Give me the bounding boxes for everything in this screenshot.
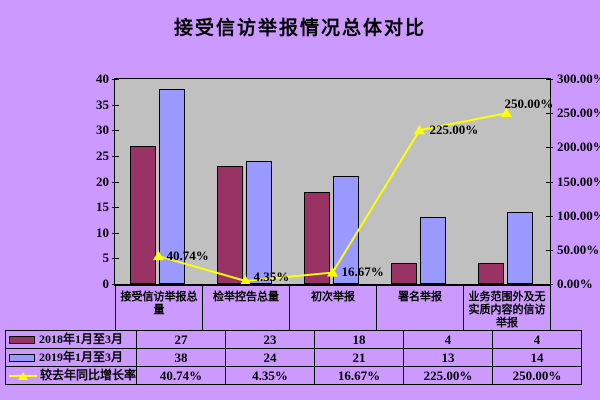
y-axis-left-tick-label: 10 — [96, 224, 109, 240]
category-label-4: 业务范围外及无实质内容的信访举报 — [464, 286, 551, 330]
legend-data-table: 2018年1月至3月 27 23 18 4 4 2019年1月至3月 38 24 21 13 14 较去… — [4, 330, 583, 385]
table-value-cell-r1-c3: 13 — [403, 348, 494, 367]
y-axis-right-tick-mark — [546, 79, 553, 80]
legend-label-cell: 2018年1月至3月 — [4, 330, 138, 349]
table-value-cell-r0-c1: 23 — [225, 330, 316, 349]
category-label-0: 接受信访举报总量 — [116, 286, 203, 330]
y-axis-right-tick-mark — [546, 113, 553, 115]
series-name-label: 较去年同比增长率 — [40, 368, 137, 382]
series-name-label: 2019年1月至3月 — [39, 350, 124, 364]
series-name-label: 2018年1月至3月 — [39, 332, 124, 346]
bar-2018-4 — [478, 263, 504, 284]
table-value-cell-r2-c1: 4.35% — [225, 366, 316, 385]
table-value-cell-r0-c2: 18 — [314, 330, 405, 349]
y-axis-right-tick-mark — [546, 215, 553, 217]
y-axis-left-tick-mark — [112, 130, 119, 132]
y-axis-right-tick-label: 200.00% — [557, 139, 600, 155]
legend-label-cell: 2019年1月至3月 — [4, 348, 138, 367]
bar-2019-4 — [507, 212, 533, 284]
category-label-2: 初次举报 — [290, 286, 377, 330]
y-axis-left-tick-mark — [112, 79, 119, 80]
legend-label-cell: 较去年同比增长率 — [4, 366, 138, 385]
y-axis-right-tick-label: 300.00% — [557, 71, 600, 86]
table-value-cell-r1-c1: 24 — [225, 348, 316, 367]
table-value-cell-r2-c0: 40.74% — [136, 366, 227, 385]
category-label-3: 署名举报 — [377, 286, 464, 330]
y-axis-right-tick-mark — [546, 147, 553, 149]
y-axis-right-tick-label: 150.00% — [557, 173, 600, 189]
y-axis-left-tick-label: 0 — [102, 276, 110, 291]
growth-marker-4 — [501, 107, 512, 118]
table-value-cell-r2-c4: 250.00% — [492, 366, 583, 385]
y-axis-right-tick-label: 250.00% — [557, 105, 600, 121]
growth-data-label-3: 225.00% — [429, 122, 479, 138]
growth-marker-2 — [327, 267, 338, 277]
bar-2019-3 — [420, 217, 446, 284]
bar-2018-3 — [391, 263, 417, 284]
growth-data-label-2: 16.67% — [341, 263, 384, 279]
y-axis-left-tick-label: 15 — [96, 199, 109, 215]
growth-data-label-4: 250.00% — [504, 96, 554, 112]
table-value-cell-r0-c0: 27 — [136, 330, 227, 349]
growth-marker-1 — [240, 275, 251, 286]
bar-2018-1 — [217, 166, 243, 284]
growth-marker-0 — [153, 250, 164, 261]
table-value-cell-r0-c3: 4 — [403, 330, 494, 349]
growth-line — [158, 112, 507, 283]
y-axis-left-tick-label: 25 — [96, 147, 109, 163]
y-axis-right-tick-label: 0.00% — [557, 276, 593, 291]
line-growth-swatch — [9, 371, 37, 381]
plot-area: 40.74% 4.35% 16.67% 225.00% 250.00% — [115, 79, 553, 286]
growth-marker-3 — [414, 124, 425, 135]
bar-2018-swatch — [9, 336, 35, 345]
line-swatch-triangle — [18, 372, 28, 381]
table-value-cell-r1-c2: 21 — [314, 348, 405, 367]
bar-2019-1 — [246, 161, 272, 284]
bar-2018-0 — [130, 146, 156, 284]
table-row: 较去年同比增长率 40.74% 4.35% 16.67% 225.00% 250.00% — [4, 366, 583, 385]
table-value-cell-r2-c2: 16.67% — [314, 366, 405, 385]
category-label-1: 检举控告总量 — [203, 286, 290, 330]
bar-2019-0 — [159, 89, 185, 284]
table-row: 2019年1月至3月 38 24 21 13 14 — [4, 348, 583, 367]
table-value-cell-r0-c4: 4 — [492, 330, 583, 349]
bar-2019-swatch — [9, 354, 35, 363]
x-axis-line — [114, 284, 551, 286]
y-axis-right-tick-mark — [546, 181, 553, 183]
y-axis-right-tick-mark — [546, 249, 553, 251]
chart-title: 接受信访举报情况总体对比 — [173, 18, 426, 39]
y-axis-left-tick-label: 30 — [96, 122, 109, 138]
growth-data-label-1: 4.35% — [253, 269, 290, 285]
y-axis-left-tick-mark — [112, 181, 119, 183]
y-axis-left-tick-mark — [112, 104, 119, 106]
y-axis-right-tick-label: 50.00% — [557, 241, 600, 257]
y-axis-left-tick-label: 35 — [96, 96, 109, 112]
growth-line-series — [153, 107, 512, 286]
y-axis-left-tick-mark — [112, 155, 119, 157]
table-value-cell-r1-c4: 14 — [492, 348, 583, 367]
table-value-cell-r1-c0: 38 — [136, 348, 227, 367]
y-axis-left-tick-label: 5 — [102, 250, 110, 266]
y-axis-right-tick-label: 100.00% — [557, 207, 600, 223]
growth-data-label-0: 40.74% — [166, 248, 209, 264]
x-axis-category-labels: 接受信访举报总量 检举控告总量 初次举报 署名举报 业务范围外及无实质内容的信访举报 — [115, 286, 551, 330]
y-axis-left-tick-mark — [112, 207, 119, 209]
table-value-cell-r2-c3: 225.00% — [403, 366, 494, 385]
y-axis-left-tick-mark — [112, 232, 119, 234]
bar-2018-2 — [304, 192, 330, 284]
table-row: 2018年1月至3月 27 23 18 4 4 — [4, 330, 583, 349]
y-axis-left-tick-label: 20 — [96, 173, 109, 189]
y-axis-left-tick-mark — [112, 258, 119, 260]
y-axis-left-tick-label: 40 — [96, 71, 109, 86]
